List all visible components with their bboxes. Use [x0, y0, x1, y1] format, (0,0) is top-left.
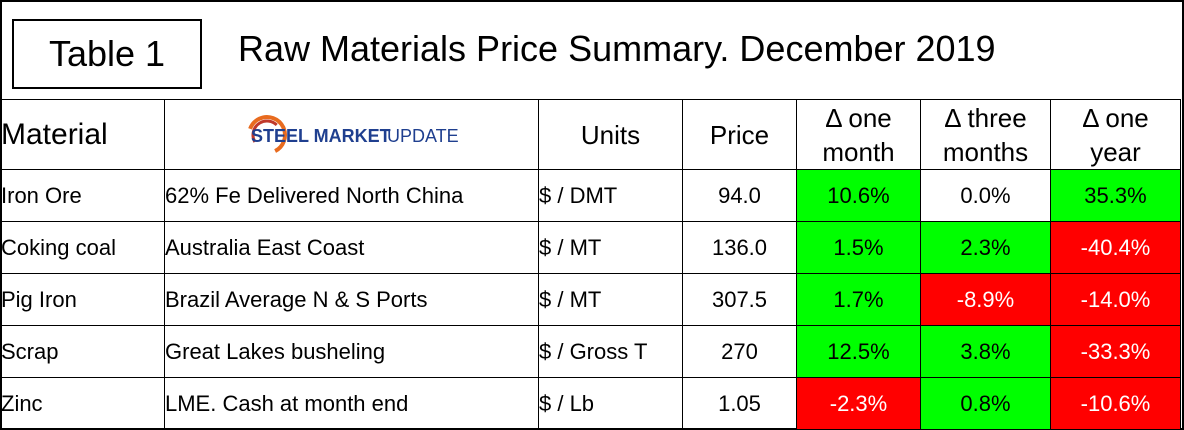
- page-title: Raw Materials Price Summary. December 20…: [238, 28, 996, 69]
- material-cell: Zinc: [0, 377, 165, 430]
- units-cell: $ / MT: [538, 273, 683, 326]
- change-cell: 1.7%: [796, 273, 921, 326]
- table-label-box: Table 1: [12, 19, 202, 89]
- table-row: Pig Iron Brazil Average N & S Ports $ / …: [0, 273, 1181, 326]
- header-change-one-month-line1: Δ one: [825, 102, 892, 133]
- source-cell: 62% Fe Delivered North China: [164, 169, 539, 222]
- header-change-one-month-line2: month: [822, 136, 895, 167]
- change-cell: 12.5%: [796, 325, 921, 378]
- table-row: Scrap Great Lakes busheling $ / Gross T …: [0, 325, 1181, 378]
- table-row: Coking coal Australia East Coast $ / MT …: [0, 221, 1181, 274]
- change-cell: -33.3%: [1050, 325, 1181, 378]
- units-cell: $ / Lb: [538, 377, 683, 430]
- change-cell: 1.5%: [796, 221, 921, 274]
- logo-text-part1: STEEL MARKET: [251, 126, 391, 146]
- header-material: Material: [0, 99, 165, 170]
- material-cell: Pig Iron: [0, 273, 165, 326]
- change-cell: -14.0%: [1050, 273, 1181, 326]
- units-cell: $ / DMT: [538, 169, 683, 222]
- header-price: Price: [682, 99, 797, 170]
- header-change-three-months-line2: months: [942, 136, 1029, 167]
- price-cell: 270: [682, 325, 797, 378]
- header-row: Material STEEL MARKET UPDATE Units Price…: [0, 99, 1181, 170]
- price-cell: 136.0: [682, 221, 797, 274]
- logo-text-part2: UPDATE: [387, 126, 459, 146]
- table-row: Zinc LME. Cash at month end $ / Lb 1.05 …: [0, 377, 1181, 430]
- change-cell: 0.8%: [920, 377, 1051, 430]
- change-cell: 3.8%: [920, 325, 1051, 378]
- price-cell: 1.05: [682, 377, 797, 430]
- logo-swoosh-icon: STEEL MARKET UPDATE: [246, 114, 459, 155]
- material-cell: Coking coal: [0, 221, 165, 274]
- price-summary-table: Material STEEL MARKET UPDATE Units Price…: [0, 99, 1181, 430]
- change-cell: -40.4%: [1050, 221, 1181, 274]
- change-cell: 35.3%: [1050, 169, 1181, 222]
- price-cell: 94.0: [682, 169, 797, 222]
- table-row: Iron Ore 62% Fe Delivered North China $ …: [0, 169, 1181, 222]
- change-cell: 2.3%: [920, 221, 1051, 274]
- change-cell: 10.6%: [796, 169, 921, 222]
- header-units: Units: [538, 99, 683, 170]
- header-change-one-year: Δ one year: [1050, 99, 1181, 170]
- header-logo-cell: STEEL MARKET UPDATE: [164, 99, 539, 170]
- change-cell: -2.3%: [796, 377, 921, 430]
- table-label: Table 1: [48, 33, 166, 74]
- source-cell: Brazil Average N & S Ports: [164, 273, 539, 326]
- units-cell: $ / MT: [538, 221, 683, 274]
- change-cell: -10.6%: [1050, 377, 1181, 430]
- material-cell: Scrap: [0, 325, 165, 378]
- source-cell: LME. Cash at month end: [164, 377, 539, 430]
- change-cell: 0.0%: [920, 169, 1051, 222]
- header-change-three-months-line1: Δ three: [944, 102, 1027, 133]
- header-change-one-month: Δ one month: [796, 99, 921, 170]
- change-cell: -8.9%: [920, 273, 1051, 326]
- steel-market-update-logo: STEEL MARKET UPDATE: [165, 112, 538, 158]
- header-change-one-year-line1: Δ one: [1082, 102, 1149, 133]
- units-cell: $ / Gross T: [538, 325, 683, 378]
- price-cell: 307.5: [682, 273, 797, 326]
- header-change-one-year-line2: year: [1090, 136, 1141, 167]
- material-cell: Iron Ore: [0, 169, 165, 222]
- header-change-three-months: Δ three months: [920, 99, 1051, 170]
- source-cell: Great Lakes busheling: [164, 325, 539, 378]
- source-cell: Australia East Coast: [164, 221, 539, 274]
